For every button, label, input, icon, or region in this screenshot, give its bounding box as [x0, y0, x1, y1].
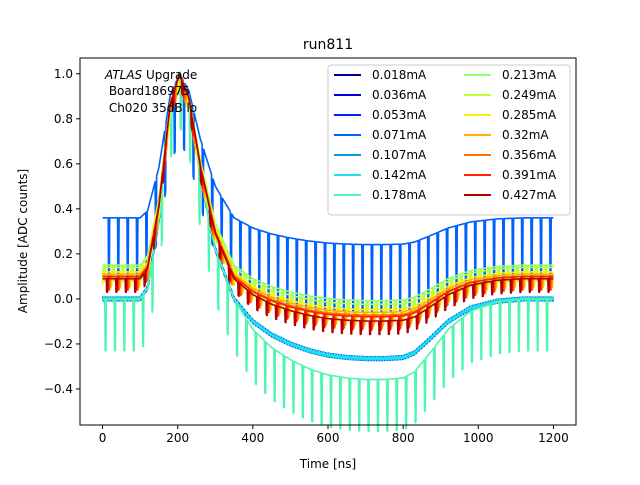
x-tick-label: 800	[392, 431, 415, 445]
legend-label: 0.018mA	[372, 68, 427, 82]
annotation-line-2: Board186975	[105, 84, 190, 98]
legend-label: 0.178mA	[372, 188, 427, 202]
annotation-upgrade: Upgrade	[142, 68, 197, 82]
y-axis-label: Amplitude [ADC counts]	[16, 169, 30, 313]
annotation: ATLAS Upgrade Board186975 Ch020 35dB lo	[104, 68, 197, 115]
series-line-0.285mA	[101, 72, 554, 325]
y-tick-label: −0.4	[44, 382, 73, 396]
chart-title: run811	[303, 37, 353, 53]
y-tick-label: 1.0	[54, 67, 73, 81]
y-tick-label: 0.2	[54, 247, 73, 261]
y-tick-label: 0.6	[54, 157, 73, 171]
annotation-line-3: Ch020 35dB lo	[105, 101, 197, 115]
legend-label: 0.053mA	[372, 108, 427, 122]
legend-box	[327, 64, 571, 216]
legend-label: 0.071mA	[372, 128, 427, 142]
legend-label: 0.427mA	[502, 188, 557, 202]
legend-label: 0.249mA	[502, 88, 557, 102]
legend-label: 0.213mA	[502, 68, 557, 82]
x-tick-label: 1200	[538, 431, 569, 445]
y-axis: −0.4 −0.2 0.0 0.2 0.4 0.6 0.8 1.0	[44, 67, 80, 396]
legend-label: 0.142mA	[372, 168, 427, 182]
y-tick-label: 0.8	[54, 112, 73, 126]
legend-label: 0.32mA	[502, 128, 549, 142]
x-tick-label: 1000	[463, 431, 494, 445]
series-layer	[101, 71, 555, 433]
x-axis-label: Time [ns]	[299, 457, 356, 471]
legend-label: 0.391mA	[502, 168, 557, 182]
legend-label: 0.356mA	[502, 148, 557, 162]
y-tick-label: 0.4	[54, 202, 73, 216]
annotation-atlas: ATLAS	[104, 68, 143, 82]
legend-label: 0.036mA	[372, 88, 427, 102]
x-tick-label: 400	[241, 431, 264, 445]
legend-label: 0.107mA	[372, 148, 427, 162]
x-tick-label: 600	[317, 431, 340, 445]
legend: 0.018mA 0.036mA 0.053mA 0.071mA 0.107mA 0.142…	[327, 64, 571, 216]
legend-label: 0.285mA	[502, 108, 557, 122]
x-axis: 0 200 400 600 800 1000 1200	[99, 425, 569, 445]
x-tick-label: 0	[99, 431, 107, 445]
x-tick-label: 200	[166, 431, 189, 445]
annotation-line-1: ATLAS Upgrade	[104, 68, 197, 82]
series-line-0.427mA	[102, 72, 554, 336]
y-tick-label: −0.2	[44, 337, 73, 351]
y-tick-label: 0.0	[54, 292, 73, 306]
